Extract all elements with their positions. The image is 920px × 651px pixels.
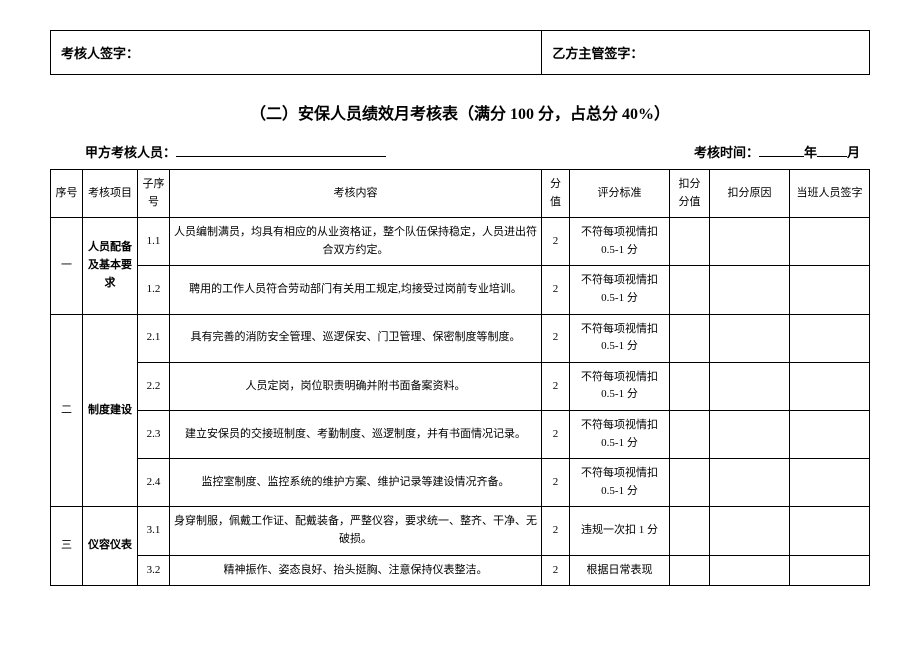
seq-cell: 一: [51, 218, 83, 314]
reason-cell: [710, 410, 790, 458]
examiner-signature-cell: 考核人签字：: [51, 31, 542, 75]
deduct-cell: [670, 218, 710, 266]
score-cell: 2: [542, 314, 570, 362]
standard-cell: 不符每项视情扣0.5-1 分: [570, 314, 670, 362]
reason-cell: [710, 459, 790, 507]
table-row: 1.2聘用的工作人员符合劳动部门有关用工规定,均接受过岗前专业培训。2不符每项视…: [51, 266, 870, 314]
col-content: 考核内容: [170, 170, 542, 218]
sign-cell: [790, 362, 870, 410]
col-standard: 评分标准: [570, 170, 670, 218]
score-cell: 2: [542, 459, 570, 507]
deduct-cell: [670, 459, 710, 507]
reason-cell: [710, 314, 790, 362]
deduct-cell: [670, 555, 710, 586]
deduct-cell: [670, 314, 710, 362]
month-underline: [817, 144, 847, 157]
table-row: 2.3建立安保员的交接班制度、考勤制度、巡逻制度，并有书面情况记录。2不符每项视…: [51, 410, 870, 458]
content-cell: 监控室制度、监控系统的维护方案、维护记录等建设情况齐备。: [170, 459, 542, 507]
reason-cell: [710, 266, 790, 314]
standard-cell: 根据日常表现: [570, 555, 670, 586]
col-sign: 当班人员签字: [790, 170, 870, 218]
content-cell: 聘用的工作人员符合劳动部门有关用工规定,均接受过岗前专业培训。: [170, 266, 542, 314]
document-title: （二）安保人员绩效月考核表（满分 100 分，占总分 40%）: [50, 100, 870, 124]
table-row: 2.4监控室制度、监控系统的维护方案、维护记录等建设情况齐备。2不符每项视情扣0…: [51, 459, 870, 507]
header-row: 甲方考核人员： 考核时间： 年 月: [50, 142, 870, 169]
seq-cell: 二: [51, 314, 83, 507]
col-score: 分值: [542, 170, 570, 218]
sign-cell: [790, 314, 870, 362]
reason-cell: [710, 555, 790, 586]
score-cell: 2: [542, 555, 570, 586]
content-cell: 人员编制满员，均具有相应的从业资格证，整个队伍保持稳定，人员进出符合双方约定。: [170, 218, 542, 266]
content-cell: 建立安保员的交接班制度、考勤制度、巡逻制度，并有书面情况记录。: [170, 410, 542, 458]
sign-cell: [790, 459, 870, 507]
sign-cell: [790, 218, 870, 266]
standard-cell: 不符每项视情扣0.5-1 分: [570, 266, 670, 314]
item-cell: 仪容仪表: [83, 507, 138, 586]
deduct-cell: [670, 266, 710, 314]
content-cell: 身穿制服，佩戴工作证、配戴装备，严整仪容，要求统一、整齐、干净、无破损。: [170, 507, 542, 555]
table-row: 二制度建设2.1具有完善的消防安全管理、巡逻保安、门卫管理、保密制度等制度。2不…: [51, 314, 870, 362]
table-row: 3.2精神振作、姿态良好、抬头挺胸、注意保持仪表整洁。2根据日常表现: [51, 555, 870, 586]
score-cell: 2: [542, 507, 570, 555]
month-suffix: 月: [847, 145, 860, 160]
standard-cell: 不符每项视情扣0.5-1 分: [570, 218, 670, 266]
score-cell: 2: [542, 362, 570, 410]
sub-seq-cell: 3.2: [138, 555, 170, 586]
sub-seq-cell: 2.4: [138, 459, 170, 507]
score-cell: 2: [542, 410, 570, 458]
sign-cell: [790, 266, 870, 314]
reason-cell: [710, 218, 790, 266]
deduct-cell: [670, 410, 710, 458]
standard-cell: 不符每项视情扣0.5-1 分: [570, 362, 670, 410]
col-reason: 扣分原因: [710, 170, 790, 218]
item-cell: 制度建设: [83, 314, 138, 507]
sign-cell: [790, 555, 870, 586]
assessment-table: 序号 考核项目 子序号 考核内容 分值 评分标准 扣分分值 扣分原因 当班人员签…: [50, 169, 870, 586]
table-row: 2.2人员定岗，岗位职责明确并附书面备案资料。2不符每项视情扣0.5-1 分: [51, 362, 870, 410]
content-cell: 具有完善的消防安全管理、巡逻保安、门卫管理、保密制度等制度。: [170, 314, 542, 362]
standard-cell: 违规一次扣 1 分: [570, 507, 670, 555]
content-cell: 精神振作、姿态良好、抬头挺胸、注意保持仪表整洁。: [170, 555, 542, 586]
sign-cell: [790, 507, 870, 555]
staff-underline: [176, 144, 386, 157]
col-sub: 子序号: [138, 170, 170, 218]
sub-seq-cell: 2.2: [138, 362, 170, 410]
sub-seq-cell: 1.2: [138, 266, 170, 314]
sign-cell: [790, 410, 870, 458]
supervisor-signature-cell: 乙方主管签字：: [542, 31, 870, 75]
table-header-row: 序号 考核项目 子序号 考核内容 分值 评分标准 扣分分值 扣分原因 当班人员签…: [51, 170, 870, 218]
year-underline: [759, 144, 804, 157]
sub-seq-cell: 1.1: [138, 218, 170, 266]
col-item: 考核项目: [83, 170, 138, 218]
time-label: 考核时间：: [694, 145, 759, 160]
table-row: 一人员配备及基本要求1.1人员编制满员，均具有相应的从业资格证，整个队伍保持稳定…: [51, 218, 870, 266]
col-deduct: 扣分分值: [670, 170, 710, 218]
standard-cell: 不符每项视情扣0.5-1 分: [570, 410, 670, 458]
item-cell: 人员配备及基本要求: [83, 218, 138, 314]
reason-cell: [710, 362, 790, 410]
reason-cell: [710, 507, 790, 555]
sub-seq-cell: 2.3: [138, 410, 170, 458]
score-cell: 2: [542, 218, 570, 266]
staff-label-group: 甲方考核人员：: [85, 142, 386, 161]
sub-seq-cell: 3.1: [138, 507, 170, 555]
col-seq: 序号: [51, 170, 83, 218]
seq-cell: 三: [51, 507, 83, 586]
table-row: 三仪容仪表3.1身穿制服，佩戴工作证、配戴装备，严整仪容，要求统一、整齐、干净、…: [51, 507, 870, 555]
score-cell: 2: [542, 266, 570, 314]
time-label-group: 考核时间： 年 月: [694, 142, 860, 161]
year-suffix: 年: [804, 145, 817, 160]
deduct-cell: [670, 362, 710, 410]
signature-box: 考核人签字： 乙方主管签字：: [50, 30, 870, 75]
content-cell: 人员定岗，岗位职责明确并附书面备案资料。: [170, 362, 542, 410]
sub-seq-cell: 2.1: [138, 314, 170, 362]
staff-label: 甲方考核人员：: [85, 145, 176, 160]
deduct-cell: [670, 507, 710, 555]
standard-cell: 不符每项视情扣0.5-1 分: [570, 459, 670, 507]
